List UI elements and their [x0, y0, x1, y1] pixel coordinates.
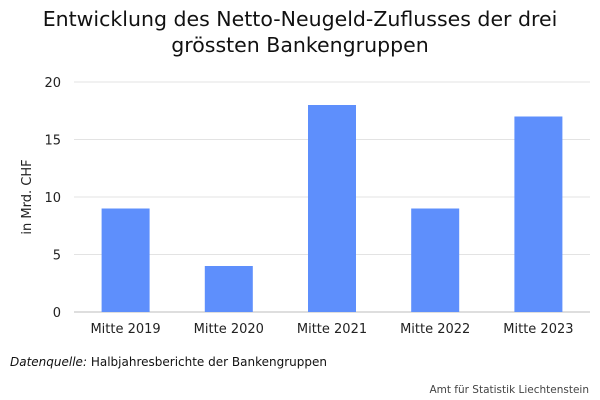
- y-axis-label: in Mrd. CHF: [20, 159, 35, 234]
- y-tick-label: 20: [44, 76, 61, 91]
- bar: [411, 208, 460, 312]
- x-tick-label: Mitte 2022: [400, 322, 470, 337]
- data-source-text: Halbjahresberichte der Bankengruppen: [90, 355, 327, 369]
- data-source: Datenquelle: Halbjahresberichte der Bank…: [10, 355, 327, 369]
- x-tick-label: Mitte 2021: [297, 322, 367, 337]
- bar: [101, 208, 150, 312]
- publisher-credit: Amt für Statistik Liechtenstein: [429, 384, 589, 396]
- y-tick-label: 5: [53, 249, 61, 264]
- x-tick-label: Mitte 2020: [194, 322, 264, 337]
- y-tick-label: 0: [53, 306, 61, 321]
- bar: [204, 266, 253, 312]
- x-tick-label: Mitte 2023: [503, 322, 573, 337]
- chart-title: Entwicklung des Netto-Neugeld-Zuflusses …: [0, 6, 600, 58]
- data-source-label: Datenquelle:: [10, 355, 87, 369]
- bar: [308, 105, 356, 312]
- x-tick-label: Mitte 2019: [90, 322, 160, 337]
- chart-title-line-2: grössten Bankengruppen: [171, 33, 429, 57]
- chart-title-line-1: Entwicklung des Netto-Neugeld-Zuflusses …: [42, 7, 558, 31]
- y-tick-label: 15: [44, 134, 61, 149]
- bar: [514, 116, 563, 312]
- y-tick-label: 10: [44, 191, 61, 206]
